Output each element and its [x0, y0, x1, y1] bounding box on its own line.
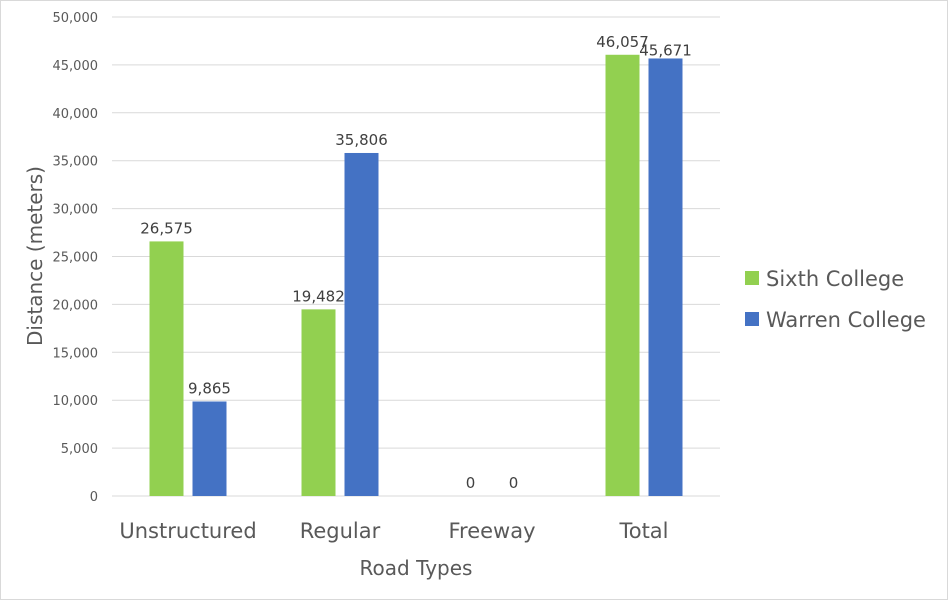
y-tick-label: 10,000	[53, 394, 99, 409]
y-tick-label: 15,000	[53, 346, 99, 361]
y-tick-label: 25,000	[53, 251, 99, 266]
y-tick-label: 20,000	[53, 298, 99, 313]
y-tick-label: 40,000	[53, 107, 99, 122]
y-tick-label: 45,000	[53, 59, 99, 74]
data-label: 46,057	[596, 33, 649, 51]
bars	[149, 54, 683, 497]
data-label: 9,865	[188, 379, 231, 397]
x-category-label: Total	[618, 519, 668, 543]
data-label: 45,671	[639, 41, 692, 59]
x-axis-title: Road Types	[360, 556, 473, 580]
x-category-label: Regular	[300, 519, 381, 543]
y-axis-ticks: 0 5,000 10,000 15,000 20,000 25,000 30,000 35,0…	[53, 11, 99, 505]
data-label: 0	[509, 474, 519, 492]
bar-warren-college	[648, 58, 683, 496]
legend: Sixth College Warren College	[745, 267, 926, 332]
legend-swatch	[745, 312, 759, 326]
y-tick-label: 0	[90, 490, 98, 505]
y-tick-label: 35,000	[53, 155, 99, 170]
bar-warren-college	[344, 152, 379, 496]
legend-swatch	[745, 271, 759, 285]
x-category-label: Unstructured	[119, 519, 256, 543]
bar-warren-college	[192, 401, 227, 496]
y-tick-label: 5,000	[61, 442, 98, 457]
legend-label: Warren College	[766, 308, 926, 332]
y-tick-label: 30,000	[53, 203, 99, 218]
x-category-label: Freeway	[448, 519, 535, 543]
bar-sixth-college	[149, 241, 184, 496]
x-axis-categories: Unstructured Regular Freeway Total	[119, 519, 668, 543]
y-tick-label: 50,000	[53, 11, 99, 26]
data-label: 26,575	[140, 219, 193, 237]
bar-sixth-college	[605, 54, 640, 497]
data-label: 0	[466, 474, 476, 492]
bar-sixth-college	[301, 309, 336, 496]
data-label: 19,482	[292, 287, 345, 305]
data-label: 35,806	[335, 131, 388, 149]
legend-label: Sixth College	[766, 267, 904, 291]
y-axis-title: Distance (meters)	[23, 166, 47, 346]
